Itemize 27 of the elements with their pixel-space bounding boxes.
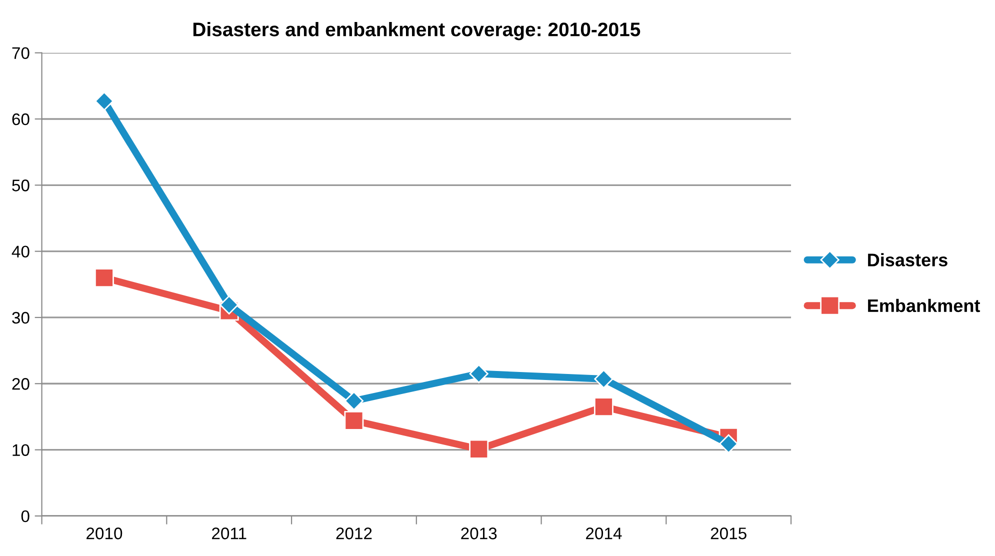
point (594, 369, 614, 389)
y-tick-label: 30 (12, 312, 30, 324)
x-tick-label: 2014 (586, 528, 622, 540)
point (344, 391, 364, 410)
y-tick-label: 50 (12, 180, 30, 192)
x-tick-label: 2012 (336, 528, 372, 540)
y-tick-label: 70 (12, 47, 30, 60)
x-tick-label: 2010 (86, 528, 122, 540)
y-tick-label: 10 (12, 444, 30, 456)
x-tick-label: 2015 (710, 528, 746, 540)
y-tick-label: 20 (12, 378, 30, 390)
legend-label: Embankment (868, 298, 980, 312)
y-tick-label: 60 (12, 113, 30, 126)
point (719, 434, 738, 454)
x-tick-label: 2011 (212, 528, 246, 540)
point (94, 268, 114, 288)
point (94, 92, 114, 111)
point (469, 439, 489, 459)
legend-label: Disasters (868, 253, 948, 266)
chart-title: Disasters and embankment coverage: 2010-2015 (193, 22, 640, 40)
y-tick-label: 40 (12, 246, 30, 258)
point (469, 364, 488, 384)
point (344, 410, 364, 430)
x-tick-label: 2013 (461, 528, 497, 540)
point (220, 295, 239, 314)
point (594, 397, 614, 417)
y-tick-label: 0 (21, 510, 30, 522)
